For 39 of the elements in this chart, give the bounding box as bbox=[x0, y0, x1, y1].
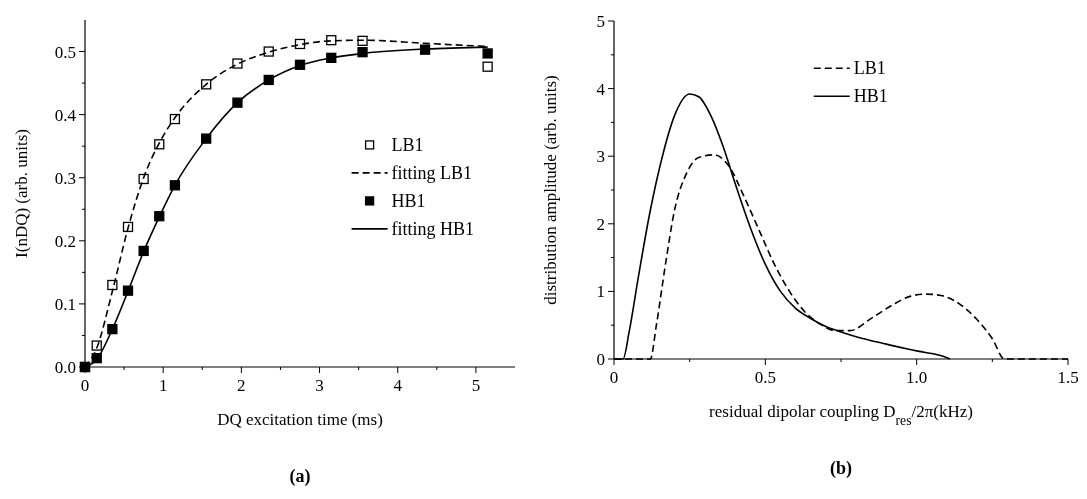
y-tick-label: 0 bbox=[596, 350, 605, 369]
legend-label: HB1 bbox=[853, 86, 888, 107]
x-tick-label: 1 bbox=[158, 376, 168, 395]
x-tick-label: 1.5 bbox=[1057, 368, 1079, 387]
point bbox=[482, 48, 493, 59]
legend-label: HB1 bbox=[391, 190, 426, 211]
y-tick-label: 1 bbox=[596, 282, 605, 302]
x-axis-title: DQ excitation time (ms) bbox=[217, 410, 383, 429]
y-tick-label: 0.2 bbox=[54, 231, 76, 251]
legend-label: fitting HB1 bbox=[391, 218, 475, 239]
x-tick-label: 5 bbox=[471, 376, 481, 395]
text: (a) bbox=[289, 466, 311, 487]
legend-label: LB1 bbox=[853, 58, 886, 79]
legend-label: fitting LB1 bbox=[391, 162, 473, 183]
y-tick-label: 2 bbox=[596, 214, 605, 234]
y-axis-title: distribution amplitude (arb. units) bbox=[541, 75, 560, 305]
x-tick-label: 1.0 bbox=[906, 368, 928, 387]
y-tick-label: 5 bbox=[596, 12, 605, 31]
y-tick-label: 4 bbox=[596, 79, 606, 99]
y-tick-label: 0.0 bbox=[54, 358, 76, 377]
y-axis-title: I(nDQ) (arb. units) bbox=[12, 129, 31, 258]
x-tick-label: 4 bbox=[393, 376, 403, 395]
x-axis-title: residual dipolar coupling D$_{res}$/2π(kHz) bbox=[709, 402, 973, 428]
point bbox=[232, 97, 243, 108]
y-tick-label: 3 bbox=[596, 147, 605, 167]
text: (b) bbox=[830, 458, 852, 479]
x-tick-label: 0 bbox=[80, 376, 90, 395]
point bbox=[482, 61, 493, 72]
y-tick-label: 0.1 bbox=[54, 294, 76, 314]
x-tick-label: 2 bbox=[237, 376, 246, 395]
x-tick-label: 0.5 bbox=[754, 368, 776, 387]
y-tick-label: 0.5 bbox=[54, 42, 76, 62]
point bbox=[107, 279, 118, 291]
legend-label: LB1 bbox=[391, 134, 424, 155]
y-tick-label: 0.3 bbox=[54, 168, 76, 188]
y-tick-label: 0.4 bbox=[54, 105, 77, 125]
x-tick-label: 0 bbox=[609, 368, 619, 387]
x-tick-label: 3 bbox=[315, 376, 324, 395]
point bbox=[263, 46, 274, 57]
